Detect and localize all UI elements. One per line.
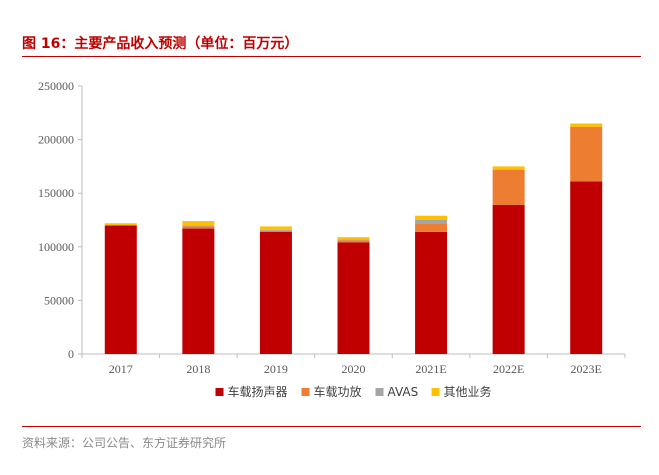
bar-segment: [259, 230, 292, 232]
bar-segment: [415, 223, 448, 232]
x-tick-label: 2021E: [415, 362, 446, 376]
x-tick-label: 2023E: [571, 362, 602, 376]
bar-segment: [570, 181, 603, 354]
legend-label: 其他业务: [444, 384, 492, 399]
bar-segment: [492, 169, 525, 205]
bar-segment: [570, 126, 603, 182]
bar-segment: [104, 223, 137, 226]
bar-segment: [415, 220, 448, 224]
bar-segment: [182, 228, 215, 354]
x-tick-label: 2022E: [493, 362, 524, 376]
y-tick-label: 100000: [38, 240, 74, 254]
bar-segment: [415, 215, 448, 220]
x-tick-label: 2020: [342, 362, 366, 376]
title-divider: [22, 56, 641, 57]
bar-segment: [182, 226, 215, 229]
legend-label: 车载功放: [314, 384, 362, 399]
footer-divider: [22, 426, 641, 427]
bar-segment: [337, 237, 370, 240]
bar-segment: [415, 231, 448, 354]
y-tick-label: 200000: [38, 133, 74, 147]
bar-segment: [182, 221, 215, 226]
bar-segment: [337, 239, 370, 241]
x-tick-label: 2019: [264, 362, 288, 376]
y-tick-label: 0: [68, 347, 74, 361]
x-tick-label: 2017: [109, 362, 133, 376]
legend-label: AVAS: [388, 385, 419, 399]
bar-segment: [337, 242, 370, 354]
legend-swatch: [215, 388, 224, 396]
bar-segment: [259, 226, 292, 230]
legend-swatch: [431, 388, 440, 396]
legend-swatch: [301, 388, 310, 396]
page-title: 图 16：主要产品收入预测（单位：百万元）: [22, 36, 299, 52]
bar-segment: [492, 204, 525, 354]
legend-swatch: [375, 388, 384, 396]
bar-segment: [492, 166, 525, 170]
y-tick-label: 50000: [44, 293, 74, 307]
bar-segment: [337, 240, 370, 243]
legend-label: 车载扬声器: [228, 384, 288, 399]
x-tick-label: 2018: [186, 362, 210, 376]
bar-segment: [104, 225, 137, 354]
bar-segment: [570, 123, 603, 127]
y-tick-label: 150000: [38, 186, 74, 200]
bar-segment: [259, 231, 292, 354]
y-tick-label: 250000: [38, 79, 74, 93]
bar-segment: [259, 229, 292, 231]
source-note: 资料来源：公司公告、东方证券研究所: [22, 436, 227, 450]
bar-segment: [182, 225, 215, 227]
